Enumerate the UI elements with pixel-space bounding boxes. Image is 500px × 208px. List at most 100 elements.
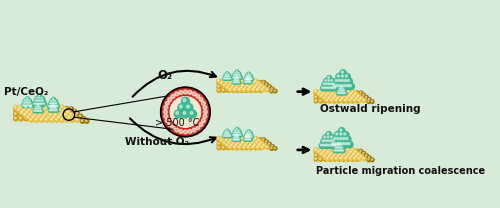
Circle shape: [22, 105, 24, 106]
Circle shape: [66, 108, 68, 109]
Circle shape: [225, 131, 226, 132]
Circle shape: [249, 136, 252, 139]
Circle shape: [356, 149, 359, 153]
Circle shape: [315, 92, 316, 94]
Circle shape: [254, 87, 255, 88]
Circle shape: [226, 133, 228, 134]
Circle shape: [72, 115, 76, 120]
Circle shape: [324, 92, 327, 95]
Circle shape: [234, 134, 235, 135]
Circle shape: [342, 149, 345, 153]
Circle shape: [54, 100, 58, 103]
Circle shape: [222, 143, 224, 144]
Circle shape: [240, 144, 242, 145]
Circle shape: [45, 117, 47, 119]
Circle shape: [342, 154, 344, 156]
Circle shape: [342, 88, 345, 90]
Circle shape: [26, 115, 30, 120]
Circle shape: [358, 93, 362, 97]
Circle shape: [54, 114, 56, 115]
Circle shape: [67, 111, 68, 113]
Circle shape: [48, 102, 52, 105]
Circle shape: [14, 117, 16, 119]
Circle shape: [28, 113, 32, 117]
Circle shape: [234, 129, 237, 132]
Circle shape: [324, 94, 328, 98]
Circle shape: [230, 140, 231, 141]
Circle shape: [50, 110, 51, 111]
Circle shape: [270, 147, 274, 150]
Circle shape: [234, 78, 236, 80]
Circle shape: [56, 103, 57, 104]
Circle shape: [228, 84, 231, 87]
Circle shape: [55, 110, 56, 111]
Circle shape: [231, 87, 232, 88]
Circle shape: [239, 82, 240, 83]
Circle shape: [332, 150, 336, 154]
Circle shape: [322, 87, 324, 89]
Circle shape: [226, 143, 230, 147]
Circle shape: [203, 105, 207, 109]
Circle shape: [248, 132, 249, 133]
Circle shape: [342, 95, 345, 99]
Circle shape: [226, 85, 230, 89]
Circle shape: [315, 100, 316, 101]
Circle shape: [182, 129, 188, 135]
Circle shape: [250, 147, 252, 148]
Circle shape: [36, 111, 38, 113]
Circle shape: [228, 84, 230, 86]
Circle shape: [253, 143, 257, 147]
Circle shape: [241, 89, 242, 90]
Circle shape: [238, 89, 240, 90]
Circle shape: [232, 143, 233, 144]
Circle shape: [229, 139, 233, 143]
Circle shape: [356, 154, 358, 156]
Circle shape: [26, 99, 29, 102]
Circle shape: [245, 82, 246, 83]
Circle shape: [328, 158, 330, 159]
Circle shape: [34, 118, 39, 122]
Circle shape: [323, 83, 325, 85]
Circle shape: [242, 84, 243, 86]
Circle shape: [24, 105, 28, 110]
Circle shape: [44, 108, 49, 112]
Circle shape: [30, 102, 31, 103]
Circle shape: [33, 113, 38, 117]
Circle shape: [332, 155, 334, 157]
Circle shape: [66, 108, 68, 110]
Circle shape: [338, 79, 340, 82]
Circle shape: [332, 92, 336, 95]
Circle shape: [342, 90, 344, 92]
Circle shape: [346, 78, 352, 84]
Circle shape: [246, 141, 250, 145]
Circle shape: [236, 130, 238, 131]
Circle shape: [203, 114, 207, 118]
Circle shape: [35, 117, 36, 119]
Circle shape: [183, 111, 186, 114]
Circle shape: [218, 137, 219, 139]
Circle shape: [41, 110, 42, 111]
Circle shape: [360, 96, 363, 100]
Circle shape: [351, 97, 352, 98]
Circle shape: [40, 117, 42, 119]
Circle shape: [50, 113, 52, 114]
Circle shape: [183, 99, 186, 102]
Circle shape: [254, 85, 256, 87]
Circle shape: [52, 107, 54, 108]
Circle shape: [236, 131, 238, 134]
Circle shape: [234, 140, 236, 141]
Circle shape: [52, 100, 54, 102]
Circle shape: [234, 78, 235, 79]
Circle shape: [238, 81, 242, 85]
Circle shape: [320, 153, 322, 155]
Circle shape: [325, 144, 326, 146]
Circle shape: [338, 151, 339, 152]
Circle shape: [174, 91, 180, 97]
Circle shape: [245, 137, 246, 138]
Circle shape: [73, 116, 74, 118]
Circle shape: [30, 117, 32, 119]
Circle shape: [358, 158, 360, 159]
Circle shape: [338, 149, 339, 150]
Circle shape: [336, 158, 337, 159]
Circle shape: [328, 90, 332, 94]
